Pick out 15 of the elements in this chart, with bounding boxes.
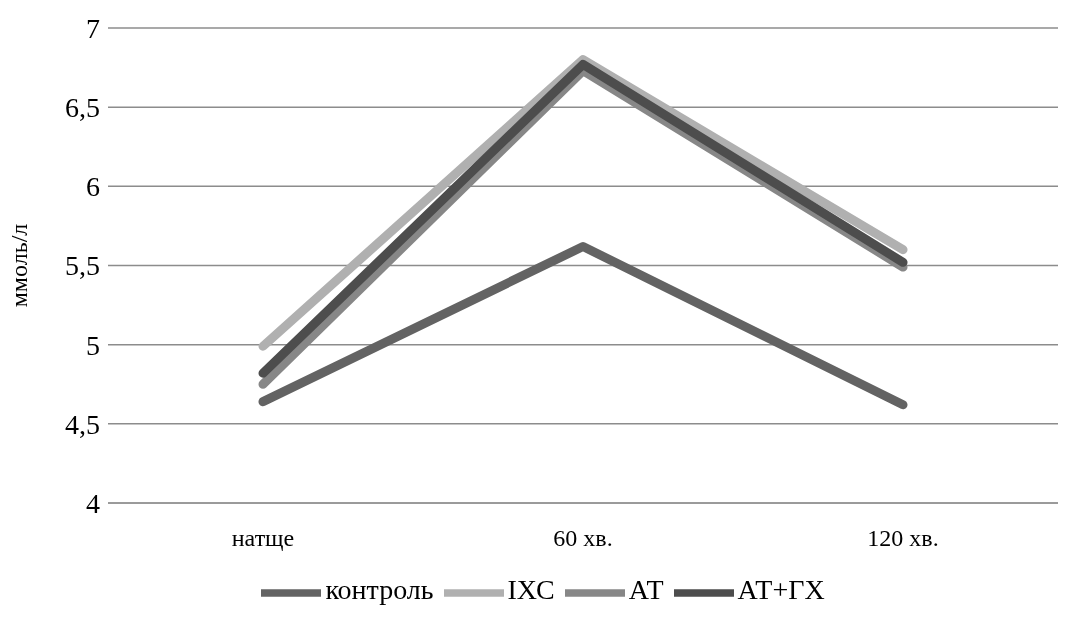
x-tick-label: 60 хв. <box>553 525 613 552</box>
y-tick-label: 4 <box>86 487 100 519</box>
legend-label: АТ+ГХ <box>737 574 825 606</box>
legend-label: ІХС <box>507 574 555 606</box>
y-tick-label: 4,5 <box>65 408 100 440</box>
legend-label: контроль <box>325 574 434 606</box>
y-tick-label: 5,5 <box>65 250 100 282</box>
x-tick-label: натще <box>231 525 295 552</box>
y-axis-title: ммоль/л <box>5 223 32 308</box>
y-tick-label: 5 <box>86 329 100 361</box>
x-tick-label: 120 хв. <box>867 525 939 552</box>
legend-label: АТ <box>628 574 664 606</box>
y-tick-label: 7 <box>86 12 100 44</box>
y-tick-label: 6 <box>86 171 100 203</box>
y-tick-label: 6,5 <box>65 92 100 124</box>
